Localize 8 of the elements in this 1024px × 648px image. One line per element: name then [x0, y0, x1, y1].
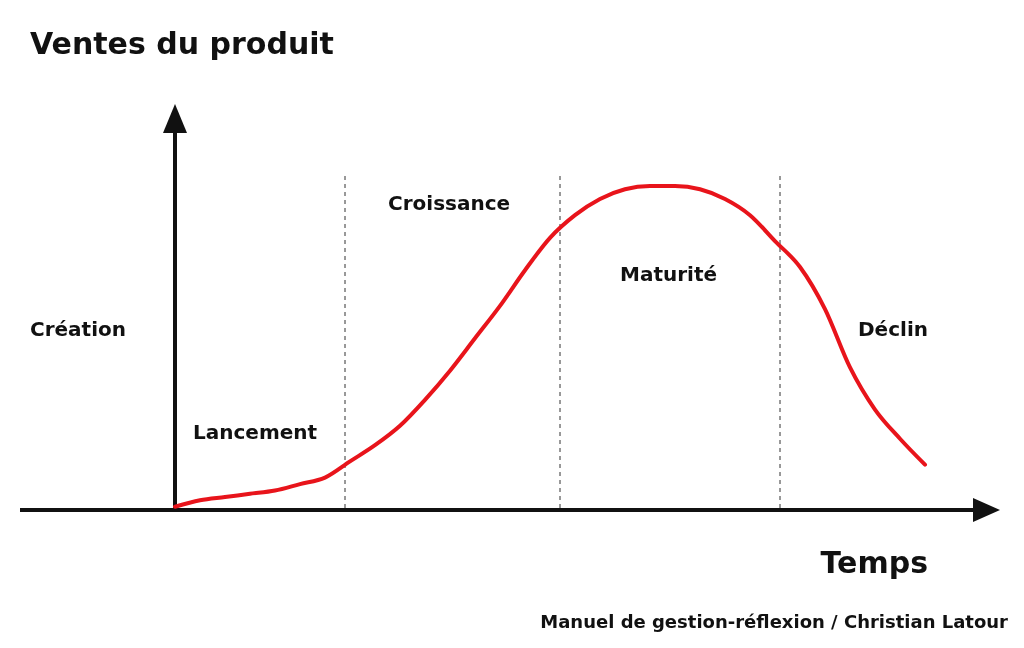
text: Création	[30, 317, 126, 341]
text: Manuel de gestion-réflexion / Christian Latour	[540, 611, 1009, 632]
annotation: Maturité	[620, 262, 718, 286]
annotation: Croissance	[388, 191, 511, 215]
annotation: Déclin	[858, 317, 928, 341]
x-axis-title: Temps	[820, 545, 928, 580]
annotation: Lancement	[193, 420, 318, 444]
chart-title: Ventes du produit	[30, 26, 334, 61]
